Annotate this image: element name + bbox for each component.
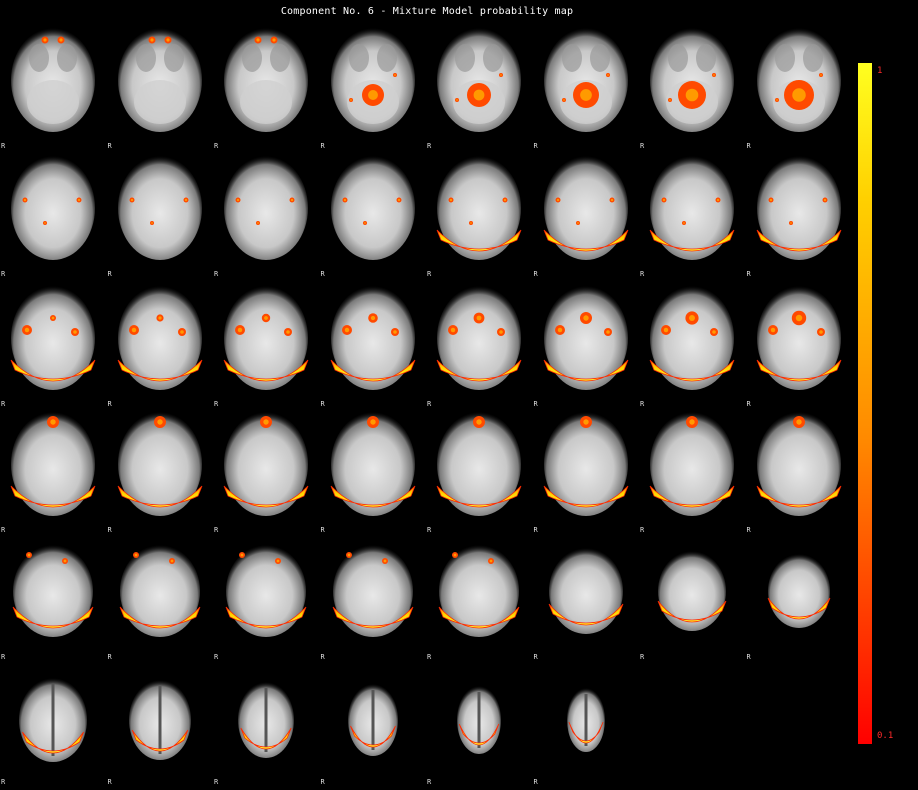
- brain-slice: R: [746, 406, 852, 534]
- orientation-label: R: [214, 400, 219, 408]
- brain-slice: R: [639, 406, 745, 534]
- brain-slice: R: [107, 406, 213, 534]
- brain-slice: R: [533, 280, 639, 408]
- brain-slice: R: [746, 150, 852, 278]
- orientation-label: R: [746, 142, 751, 150]
- brain-slice: R: [107, 280, 213, 408]
- orientation-label: R: [533, 526, 538, 534]
- brain-slice: R: [0, 280, 106, 408]
- brain-slice: R: [639, 533, 745, 661]
- orientation-label: R: [746, 400, 751, 408]
- orientation-label: R: [1, 526, 6, 534]
- orientation-label: R: [640, 270, 645, 278]
- orientation-label: R: [214, 778, 219, 786]
- slice-montage: R R R R R R R R R R R R R R R R R R R R R R R R R R R R R R R R R R R R R R R R…: [0, 22, 852, 786]
- orientation-label: R: [427, 653, 432, 661]
- orientation-label: R: [1, 653, 6, 661]
- orientation-label: R: [427, 526, 432, 534]
- orientation-label: R: [107, 142, 112, 150]
- brain-slice: R: [107, 22, 213, 150]
- orientation-label: R: [533, 400, 538, 408]
- orientation-label: R: [746, 270, 751, 278]
- brain-slice: R: [213, 22, 319, 150]
- brain-slice: R: [533, 533, 639, 661]
- orientation-label: R: [640, 400, 645, 408]
- orientation-label: R: [533, 653, 538, 661]
- brain-slice: R: [533, 22, 639, 150]
- brain-slice: R: [0, 406, 106, 534]
- orientation-label: R: [107, 526, 112, 534]
- brain-slice: R: [320, 406, 426, 534]
- brain-slice: R: [426, 406, 532, 534]
- orientation-label: R: [320, 526, 325, 534]
- figure-title: Component No. 6 - Mixture Model probabil…: [280, 6, 574, 17]
- orientation-label: R: [746, 526, 751, 534]
- brain-slice: R: [213, 533, 319, 661]
- brain-slice: R: [320, 22, 426, 150]
- orientation-label: R: [320, 270, 325, 278]
- orientation-label: R: [320, 400, 325, 408]
- brain-slice: R: [107, 662, 213, 790]
- brain-slice: R: [426, 662, 532, 790]
- brain-slice: R: [426, 280, 532, 408]
- brain-slice: R: [320, 150, 426, 278]
- colorbar-min-label: 0.1: [877, 731, 894, 741]
- brain-slice: R: [213, 406, 319, 534]
- orientation-label: R: [214, 653, 219, 661]
- brain-slice: R: [639, 150, 745, 278]
- orientation-label: R: [214, 270, 219, 278]
- orientation-label: R: [746, 653, 751, 661]
- orientation-label: R: [427, 778, 432, 786]
- brain-slice: R: [426, 533, 532, 661]
- brain-slice: R: [639, 22, 745, 150]
- orientation-label: R: [107, 653, 112, 661]
- orientation-label: R: [533, 142, 538, 150]
- orientation-label: R: [320, 778, 325, 786]
- orientation-label: R: [320, 142, 325, 150]
- orientation-label: R: [320, 653, 325, 661]
- brain-slice: R: [746, 533, 852, 661]
- orientation-label: R: [427, 270, 432, 278]
- brain-slice: R: [533, 662, 639, 790]
- orientation-label: R: [214, 142, 219, 150]
- brain-slice: R: [320, 533, 426, 661]
- orientation-label: R: [214, 526, 219, 534]
- orientation-label: R: [640, 653, 645, 661]
- orientation-label: R: [107, 400, 112, 408]
- brain-slice: R: [320, 280, 426, 408]
- colorbar-max-label: 1: [877, 66, 883, 76]
- brain-slice: R: [426, 150, 532, 278]
- orientation-label: R: [107, 778, 112, 786]
- brain-slice: R: [533, 150, 639, 278]
- brain-slice: R: [0, 150, 106, 278]
- orientation-label: R: [107, 270, 112, 278]
- brain-slice: R: [746, 22, 852, 150]
- orientation-label: R: [427, 142, 432, 150]
- probability-colorbar: [858, 63, 872, 744]
- brain-slice: R: [746, 280, 852, 408]
- orientation-label: R: [1, 270, 6, 278]
- brain-slice: R: [107, 533, 213, 661]
- brain-slice: R: [213, 662, 319, 790]
- brain-slice: R: [0, 22, 106, 150]
- orientation-label: R: [1, 778, 6, 786]
- brain-slice: R: [213, 280, 319, 408]
- orientation-label: R: [533, 270, 538, 278]
- brain-slice: R: [0, 533, 106, 661]
- orientation-label: R: [1, 142, 6, 150]
- brain-slice: R: [320, 662, 426, 790]
- brain-slice: R: [639, 280, 745, 408]
- brain-slice: R: [533, 406, 639, 534]
- brain-slice: R: [107, 150, 213, 278]
- orientation-label: R: [427, 400, 432, 408]
- brain-slice: R: [426, 22, 532, 150]
- brain-slice: R: [213, 150, 319, 278]
- orientation-label: R: [533, 778, 538, 786]
- orientation-label: R: [640, 142, 645, 150]
- brain-slice: R: [0, 662, 106, 790]
- orientation-label: R: [1, 400, 6, 408]
- orientation-label: R: [640, 526, 645, 534]
